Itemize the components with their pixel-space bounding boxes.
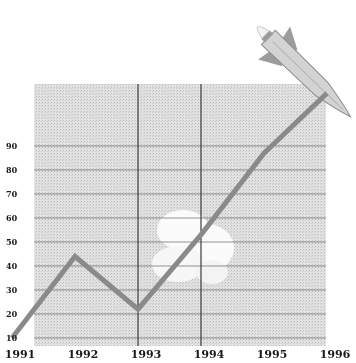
- series-layer: [10, 91, 329, 340]
- x-tick-label: 1993: [131, 348, 162, 361]
- y-tick-label: 60: [6, 213, 18, 223]
- series-line: [10, 91, 329, 340]
- y-tick-label: 10: [6, 333, 18, 343]
- y-tick-label: 40: [6, 261, 18, 271]
- y-tick-label: 30: [6, 285, 18, 295]
- x-axis: 1991 1992 1993 1994 1995 1996: [5, 348, 351, 361]
- x-tick-label: 1995: [257, 348, 288, 361]
- y-tick-label: 90: [6, 141, 18, 151]
- y-tick-label: 50: [6, 237, 18, 247]
- y-tick-label: 70: [6, 189, 18, 199]
- x-tick-label: 1994: [194, 348, 225, 361]
- y-tick-label: 20: [6, 309, 18, 319]
- y-tick-label: 80: [6, 165, 18, 175]
- x-tick-label: 1991: [5, 348, 36, 361]
- x-tick-label: 1996: [320, 348, 351, 361]
- x-tick-label: 1992: [68, 348, 99, 361]
- y-axis: 10 20 30 40 50 60 70 80 90: [6, 141, 18, 343]
